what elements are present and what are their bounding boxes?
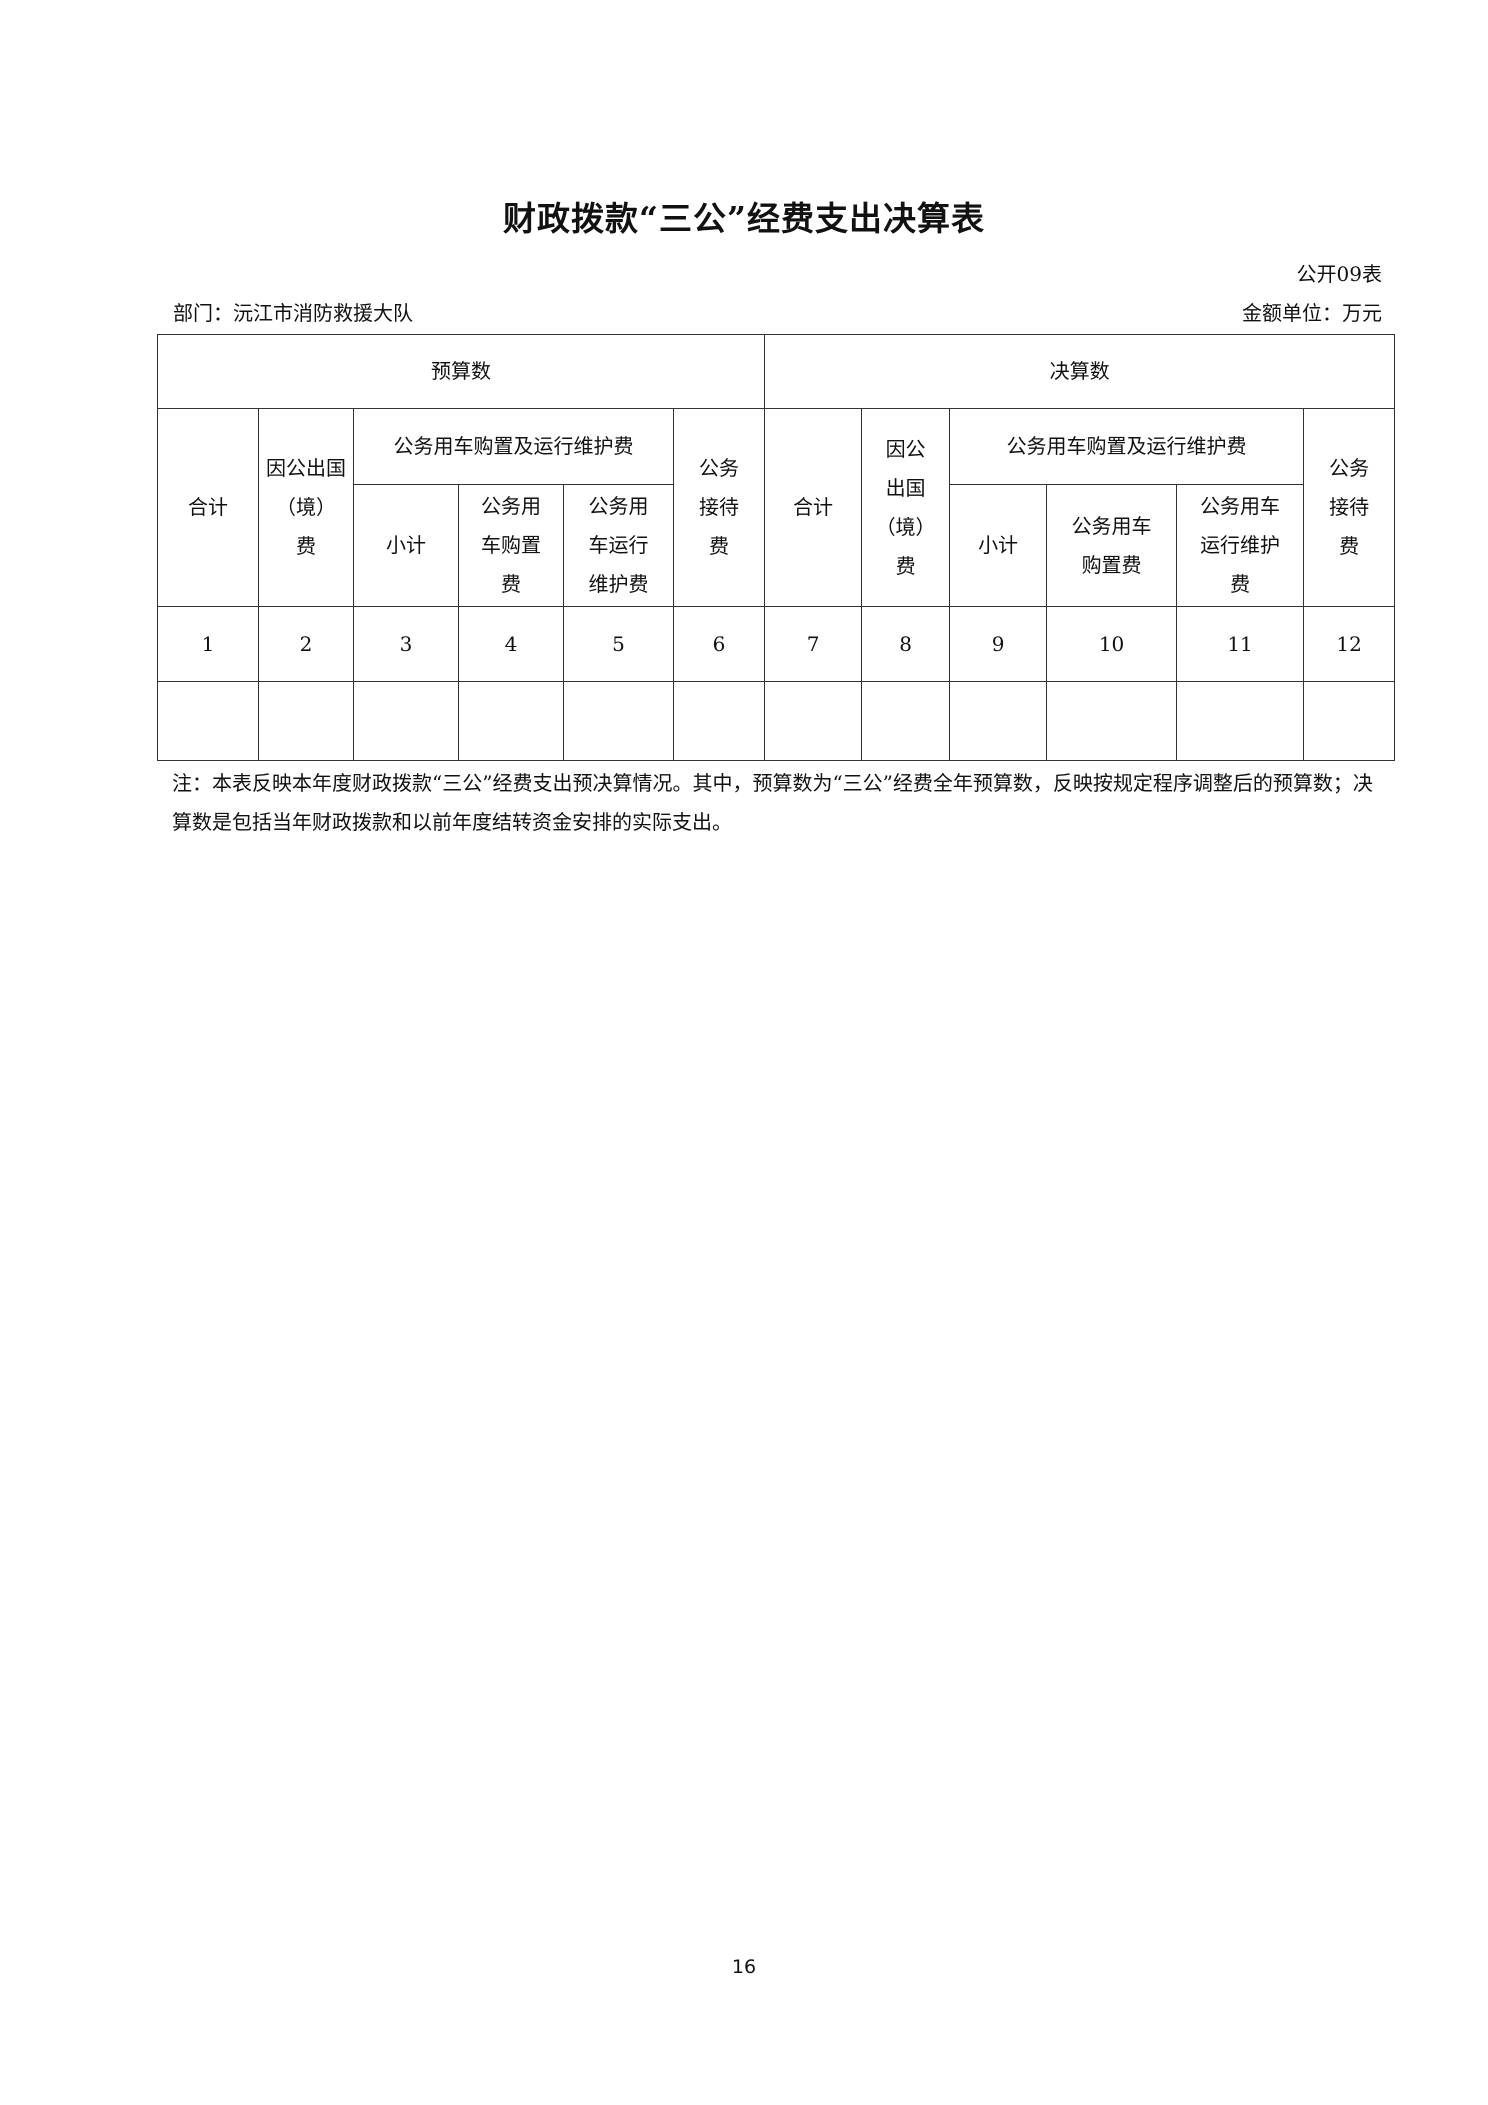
- header-line: 费: [1230, 572, 1251, 596]
- three-public-expenses-table: 预算数 决算数 合计 因公出国 （境）费公务用车购置及运行维护费 公务 接待费合计 因公 出国（…: [156, 334, 1396, 761]
- final-purchase-header: 公务用车 购置费: [1046, 484, 1178, 607]
- column-number: 5: [563, 606, 674, 682]
- budget-total-header: 合计: [157, 408, 259, 607]
- final-operation-header: 公务用车 运行维护费: [1176, 484, 1305, 607]
- value-cell: [258, 681, 354, 761]
- header-line: 小计: [386, 533, 426, 557]
- column-number: 1: [157, 606, 259, 682]
- header-line: 公务: [1329, 456, 1370, 480]
- column-number: 2: [258, 606, 354, 682]
- header-line: 公务用车: [1200, 494, 1281, 518]
- header-line: 公务: [699, 456, 740, 480]
- value-cell: [353, 681, 459, 761]
- value-cell: [764, 681, 863, 761]
- header-line: 车运行: [588, 533, 649, 557]
- column-number: 11: [1176, 606, 1305, 682]
- header-line: （境）: [276, 495, 336, 519]
- header-line: 接待: [1329, 495, 1370, 519]
- header-line: 购置费: [1081, 552, 1142, 577]
- header-line: 合计: [188, 495, 228, 519]
- header-line: 运行维护: [1200, 533, 1281, 557]
- group-header-final: 决算数: [764, 334, 1396, 409]
- value-cell: [157, 681, 259, 761]
- value-cell: [949, 681, 1048, 761]
- header-line: 出国: [885, 475, 926, 500]
- header-line: 因公出国: [266, 456, 346, 480]
- column-number: 12: [1303, 606, 1396, 682]
- page-number: 16: [731, 1956, 757, 1978]
- header-line: 接待: [699, 495, 740, 519]
- column-number: 6: [672, 606, 766, 682]
- header-line: （境）: [875, 514, 936, 539]
- header-line: 公务用: [588, 494, 649, 518]
- form-number: 公开09表: [1296, 262, 1382, 286]
- department-label: 部门：沅江市消防救援大队: [173, 301, 413, 325]
- value-cell: [672, 681, 766, 761]
- final-subtotal-header: 小计: [949, 484, 1048, 607]
- value-cell: [861, 681, 951, 761]
- header-line: 费: [1339, 534, 1360, 558]
- column-number: 7: [764, 606, 863, 682]
- budget-abroad-header: 因公出国 （境） 费: [258, 408, 354, 607]
- header-line: 车购置: [481, 533, 541, 557]
- header-line: 公务用车: [1071, 513, 1152, 538]
- budget-purchase-header: 公务用 车购置费: [458, 484, 564, 607]
- budget-subtotal-header: 小计: [353, 484, 459, 607]
- value-cell: [458, 681, 564, 761]
- final-abroad-header: 因公出国 （境） 费: [861, 408, 951, 607]
- header-line: 小计: [978, 533, 1019, 557]
- table-note: 注：本表反映本年度财政拨款“三公”经费支出预决算情况。其中，预算数为“三公”经费…: [172, 771, 1373, 834]
- column-number: 10: [1046, 606, 1178, 682]
- header-line: 费: [501, 572, 521, 596]
- column-number: 9: [949, 606, 1048, 682]
- value-cell: [1176, 681, 1305, 761]
- final-vehicle-group-header: 公务用车购置及运行维护费: [949, 408, 1305, 485]
- final-total-header: 合计: [764, 408, 863, 607]
- value-cell: [563, 681, 674, 761]
- column-number: 4: [458, 606, 564, 682]
- amount-unit-label: 金额单位：万元: [1242, 301, 1382, 325]
- budget-reception-header: 公务 接待费: [672, 408, 766, 607]
- header-line: 费: [296, 534, 316, 558]
- budget-vehicle-group-header: 公务用车购置及运行维护费: [353, 408, 674, 485]
- value-cell: [1303, 681, 1396, 761]
- header-line: 合计: [793, 495, 834, 519]
- budget-operation-header: 公务用 车运行 维护费: [563, 484, 674, 607]
- header-line: 费: [895, 553, 916, 578]
- column-number: 8: [861, 606, 951, 682]
- page-title: 财政拨款“三公”经费支出决算表: [503, 199, 985, 238]
- header-line: 费: [709, 534, 730, 558]
- header-line: 因公: [885, 436, 926, 461]
- column-number: 3: [353, 606, 459, 682]
- header-line: 维护费: [588, 572, 649, 596]
- header-line: 公务用: [481, 494, 541, 518]
- value-cell: [1046, 681, 1178, 761]
- group-header-budget: 预算数: [156, 334, 766, 409]
- final-reception-header: 公务 接待费: [1303, 408, 1396, 607]
